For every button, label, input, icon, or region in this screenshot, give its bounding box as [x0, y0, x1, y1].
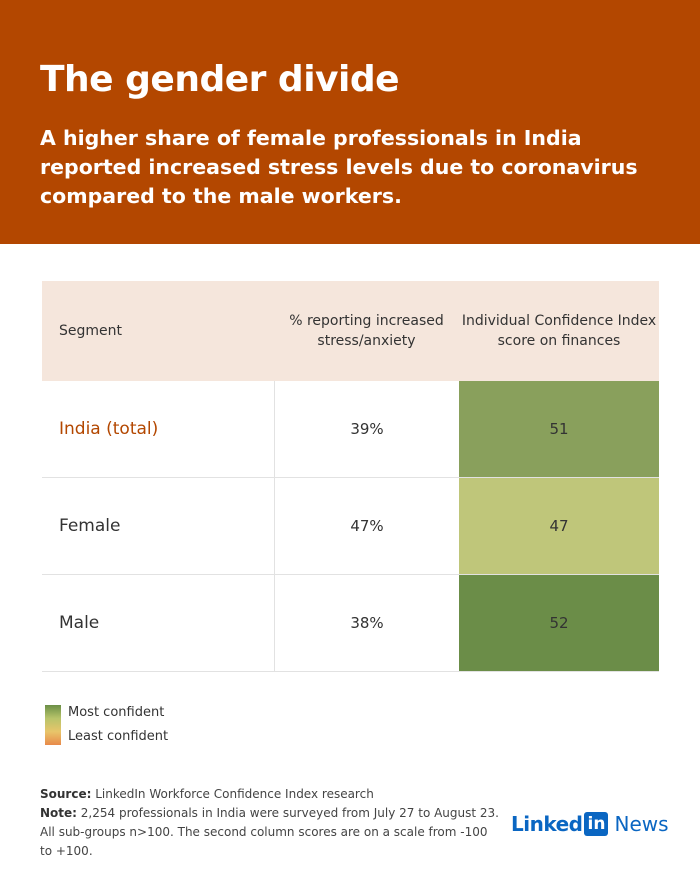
source-line: Source: LinkedIn Workforce Confidence In…	[40, 785, 500, 804]
legend-most-label: Most confident	[68, 705, 165, 720]
linkedin-icon: in	[584, 812, 609, 836]
page-subtitle: A higher share of female professionals i…	[40, 126, 638, 208]
legend-least-label: Least confident	[68, 729, 169, 744]
page-title: The gender divide	[40, 59, 400, 100]
row-stress-value: 47%	[274, 478, 459, 574]
row-segment-label: Male	[59, 613, 100, 633]
source-text: LinkedIn Workforce Confidence Index rese…	[95, 787, 374, 801]
source-label: Source:	[40, 787, 92, 801]
row-confidence-value: 47	[459, 478, 659, 574]
header-banner: The gender divide A higher share of fema…	[0, 0, 700, 244]
legend-gradient-bar	[45, 705, 61, 745]
table-row: Male 38% 52	[42, 575, 659, 672]
row-confidence-value: 52	[459, 575, 659, 671]
row-segment-label: Female	[59, 516, 121, 536]
column-header-confidence: Individual Confidence Index score on fin…	[461, 313, 657, 349]
row-segment-label: India (total)	[59, 419, 159, 439]
note-label: Note:	[40, 806, 77, 820]
column-header-stress: % reporting increased stress/anxiety	[289, 313, 444, 349]
table-row: India (total) 39% 51	[42, 381, 659, 478]
row-stress-value: 38%	[274, 575, 459, 671]
table-row: Female 47% 47	[42, 478, 659, 575]
linkedin-news-logo: Linked in News	[511, 812, 669, 836]
column-header-segment: Segment	[59, 323, 122, 339]
logo-news-text: News	[614, 812, 669, 836]
note-text: 2,254 professionals in India were survey…	[40, 806, 499, 858]
data-table: Segment % reporting increased stress/anx…	[42, 281, 659, 672]
row-stress-value: 39%	[274, 381, 459, 477]
table-header: Segment % reporting increased stress/anx…	[42, 281, 659, 381]
logo-linked-text: Linked	[511, 812, 583, 836]
note-line: Note: 2,254 professionals in India were …	[40, 804, 500, 861]
row-confidence-value: 51	[459, 381, 659, 477]
footnote: Source: LinkedIn Workforce Confidence In…	[40, 785, 500, 861]
